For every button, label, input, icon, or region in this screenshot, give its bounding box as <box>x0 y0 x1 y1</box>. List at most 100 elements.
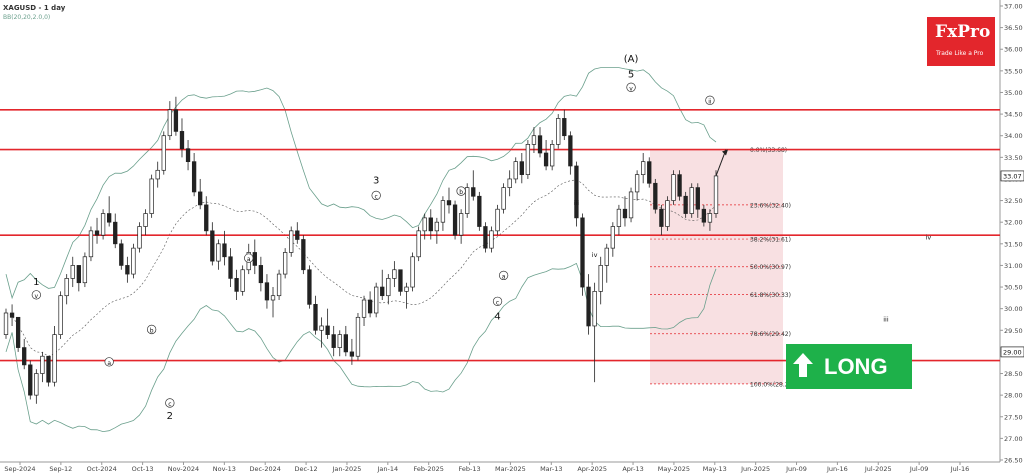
fxpro-logo: FxPro Trade Like a Pro <box>927 17 995 66</box>
time-tick-label: Sep-12 <box>49 465 72 473</box>
candle-body <box>289 230 294 253</box>
candle-body <box>349 351 355 357</box>
time-tick-label: Mar-13 <box>540 465 562 473</box>
wave-roman-label: iii <box>574 199 580 207</box>
candle-body <box>386 278 391 297</box>
candle-body <box>501 187 506 210</box>
candle-body <box>683 195 688 214</box>
candle-body <box>52 334 57 383</box>
wave-sub-label: v <box>629 85 633 92</box>
wave-sub-label: b <box>459 189 463 196</box>
time-tick-label: Nov-13 <box>213 465 236 473</box>
candle-body <box>549 144 555 167</box>
candle-body <box>592 291 597 327</box>
chart-symbol-title: XAGUSD - 1 day <box>3 4 66 12</box>
bollinger-middle-band <box>5 179 717 357</box>
long-label: LONG <box>824 354 888 379</box>
candle-body <box>228 256 233 279</box>
candle-body <box>665 200 670 227</box>
candle-body <box>507 178 512 188</box>
fibonacci-label: 38.2%(31.61) <box>750 237 791 244</box>
candle-body <box>586 286 591 327</box>
wave-sub-label-circle <box>371 190 381 201</box>
price-tick-label: 37.00 <box>1004 3 1023 11</box>
candle-body <box>374 286 379 314</box>
wave-sub-label: a <box>247 256 251 263</box>
price-tick-label: 32.00 <box>1004 219 1023 227</box>
candle-body <box>40 355 45 374</box>
price-tick-label: 27.00 <box>1004 435 1023 443</box>
up-arrow-icon <box>793 353 813 364</box>
projection-arrow <box>715 149 727 177</box>
candle-body <box>580 217 585 288</box>
price-tick-label: 32.50 <box>1004 197 1023 205</box>
candle-body <box>392 269 397 279</box>
candle-body <box>380 286 385 297</box>
candle-body <box>622 208 628 219</box>
time-tick-label: Feb-13 <box>459 465 481 473</box>
candle-body <box>458 213 464 236</box>
wave-sub-label-circle <box>492 296 503 306</box>
price-tick-label: 33.50 <box>1004 154 1023 162</box>
price-tick-label: 36.50 <box>1004 24 1023 32</box>
wave-sub-label-circle <box>31 290 41 300</box>
time-tick-label: Jan-14 <box>377 465 399 473</box>
candle-body <box>477 195 482 227</box>
candle-body <box>410 256 415 288</box>
candle-body <box>313 303 318 331</box>
candle-body <box>88 230 94 258</box>
time-tick-label: May-13 <box>703 465 727 473</box>
candle-body <box>495 208 500 232</box>
time-tick-label: Jul-2025 <box>864 465 892 473</box>
candle-body <box>216 243 221 262</box>
candle-body <box>446 200 452 206</box>
time-tick-label: Apr-2025 <box>577 465 607 473</box>
candle-body <box>76 265 81 284</box>
candle-body <box>422 217 427 232</box>
candle-body <box>179 131 185 150</box>
price-tick-label: 31.00 <box>1004 262 1023 270</box>
time-tick-label: Sep-2024 <box>4 465 35 473</box>
wave-sub-label-circle <box>626 82 636 92</box>
time-tick-label: Nov-2024 <box>168 465 199 473</box>
candle-body <box>167 109 173 137</box>
time-tick-label: Oct-13 <box>132 465 154 473</box>
wave-label: 5 <box>628 69 634 80</box>
candle-body <box>343 334 348 353</box>
time-tick-label: Jul-16 <box>950 465 969 473</box>
candle-body <box>137 226 142 249</box>
candle-body <box>191 161 197 193</box>
candle-body <box>440 200 446 223</box>
time-tick-label: Jun-16 <box>826 465 848 473</box>
candle-body <box>161 135 166 171</box>
candle-body <box>616 208 622 227</box>
candle-body <box>701 208 707 223</box>
wave-sub-label: c <box>375 193 378 200</box>
candle-body <box>252 252 257 266</box>
fibonacci-label: 78.6%(29.42) <box>750 331 791 338</box>
time-tick-label: Dec-2024 <box>249 465 280 473</box>
candle-body <box>628 191 634 219</box>
wave-sub-label-circle <box>146 324 157 335</box>
wave-sub-label-circle <box>498 270 509 281</box>
candle-body <box>270 295 276 301</box>
candle-body <box>713 175 719 214</box>
wave-sub-label-circle <box>244 253 254 263</box>
candle-body <box>173 109 179 132</box>
candle-body <box>234 278 239 292</box>
candle-body <box>695 187 700 210</box>
price-tick-label: 29.50 <box>1004 327 1023 335</box>
candle-body <box>3 312 9 335</box>
fibonacci-label: 0.0%(33.68) <box>750 147 787 154</box>
fibonacci-label: 50.0%(30.97) <box>750 264 791 271</box>
last-price-tag <box>1000 170 1024 182</box>
candle-body <box>671 174 676 201</box>
candle-body <box>574 165 579 219</box>
candle-body <box>707 213 713 223</box>
candle-body <box>319 325 324 331</box>
wave-sub-label: v <box>35 293 39 300</box>
candle-body <box>519 161 524 175</box>
candle-body <box>258 265 264 284</box>
wave-sub-label-circle <box>705 95 715 105</box>
